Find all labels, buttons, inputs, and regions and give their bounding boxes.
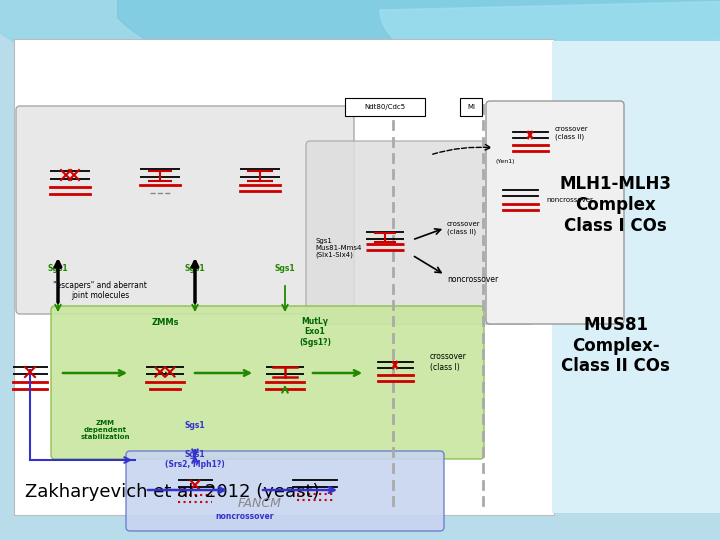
FancyBboxPatch shape bbox=[306, 141, 534, 324]
Text: Sgs1: Sgs1 bbox=[185, 421, 205, 430]
Text: Sgs1
Mus81-Mms4
(Slx1-Slx4): Sgs1 Mus81-Mms4 (Slx1-Slx4) bbox=[315, 238, 361, 258]
Text: Zakharyevich et al. 2012 (yeast): Zakharyevich et al. 2012 (yeast) bbox=[25, 483, 320, 501]
FancyBboxPatch shape bbox=[486, 101, 624, 324]
Text: MUS81
Complex-
Class II COs: MUS81 Complex- Class II COs bbox=[561, 316, 670, 375]
FancyBboxPatch shape bbox=[16, 106, 354, 314]
Text: crossover
(class II): crossover (class II) bbox=[555, 126, 589, 140]
Text: Sgs1: Sgs1 bbox=[185, 264, 205, 273]
Text: crossover
(class I): crossover (class I) bbox=[430, 352, 467, 372]
Text: ZMMs: ZMMs bbox=[151, 318, 179, 327]
Text: Sgs1: Sgs1 bbox=[275, 264, 295, 273]
Text: ZMM
dependent
stabilization: ZMM dependent stabilization bbox=[80, 420, 130, 440]
FancyBboxPatch shape bbox=[51, 306, 484, 459]
Text: MLH1-MLH3
Complex
Class I COs: MLH1-MLH3 Complex Class I COs bbox=[559, 176, 672, 235]
Text: Ndt80/Cdc5: Ndt80/Cdc5 bbox=[364, 104, 405, 110]
FancyBboxPatch shape bbox=[14, 38, 554, 515]
Text: crossover
(class II): crossover (class II) bbox=[447, 221, 481, 235]
Text: (Yen1): (Yen1) bbox=[495, 159, 515, 164]
Text: MI: MI bbox=[467, 104, 475, 110]
Bar bbox=[552, 40, 720, 513]
Text: "escapers" and aberrant
joint molecules: "escapers" and aberrant joint molecules bbox=[53, 281, 147, 300]
Text: Sgs1: Sgs1 bbox=[48, 264, 68, 273]
Text: noncrossover: noncrossover bbox=[216, 512, 274, 521]
Bar bbox=[345, 98, 425, 116]
Text: noncrossover: noncrossover bbox=[546, 197, 593, 203]
FancyBboxPatch shape bbox=[126, 451, 444, 531]
Text: MutLγ
Exo1
(Sgs1?): MutLγ Exo1 (Sgs1?) bbox=[299, 317, 331, 347]
Text: noncrossover: noncrossover bbox=[447, 275, 498, 285]
Text: Sgs1
(Srs2, Mph1?): Sgs1 (Srs2, Mph1?) bbox=[165, 450, 225, 469]
Polygon shape bbox=[380, 0, 720, 90]
Text: FANCM: FANCM bbox=[238, 497, 282, 510]
Bar bbox=[460, 98, 482, 116]
